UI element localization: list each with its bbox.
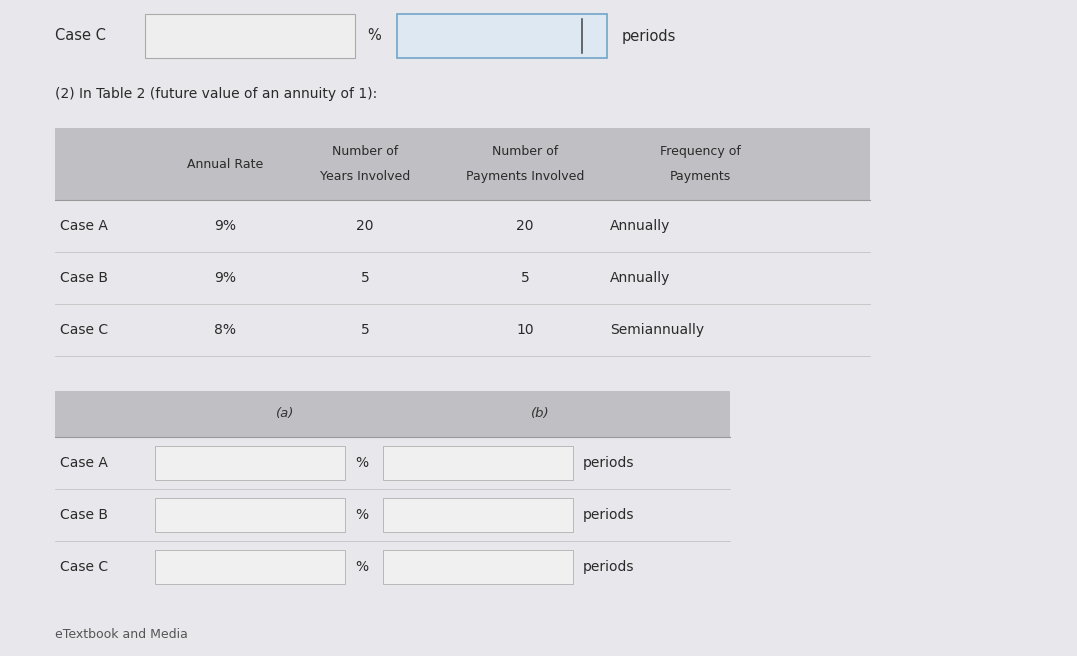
Text: 8%: 8% xyxy=(214,323,236,337)
Text: Case A: Case A xyxy=(60,219,108,233)
Text: 20: 20 xyxy=(516,219,534,233)
Text: periods: periods xyxy=(623,28,676,43)
Text: Annually: Annually xyxy=(610,271,670,285)
FancyBboxPatch shape xyxy=(155,446,345,480)
Text: Annual Rate: Annual Rate xyxy=(187,157,263,171)
Text: 5: 5 xyxy=(361,271,369,285)
Text: Case C: Case C xyxy=(60,323,108,337)
Text: Number of: Number of xyxy=(492,145,558,158)
Text: eTextbook and Media: eTextbook and Media xyxy=(55,628,187,640)
Text: Annually: Annually xyxy=(610,219,670,233)
FancyBboxPatch shape xyxy=(145,14,355,58)
Text: Semiannually: Semiannually xyxy=(610,323,704,337)
Text: periods: periods xyxy=(583,456,634,470)
Text: %: % xyxy=(367,28,381,43)
FancyBboxPatch shape xyxy=(397,14,607,58)
Text: 5: 5 xyxy=(520,271,530,285)
Text: Case B: Case B xyxy=(60,508,108,522)
Text: %: % xyxy=(355,560,368,574)
Text: (a): (a) xyxy=(276,407,294,420)
Text: (2) In Table 2 (future value of an annuity of 1):: (2) In Table 2 (future value of an annui… xyxy=(55,87,377,101)
Text: 10: 10 xyxy=(516,323,534,337)
Text: Payments: Payments xyxy=(670,170,730,183)
FancyBboxPatch shape xyxy=(383,498,573,532)
FancyBboxPatch shape xyxy=(155,550,345,584)
Text: Case C: Case C xyxy=(60,560,108,574)
FancyBboxPatch shape xyxy=(55,391,730,437)
Text: Frequency of: Frequency of xyxy=(659,145,741,158)
Text: Case B: Case B xyxy=(60,271,108,285)
Text: Years Involved: Years Involved xyxy=(320,170,410,183)
Text: %: % xyxy=(355,508,368,522)
FancyBboxPatch shape xyxy=(383,446,573,480)
Text: periods: periods xyxy=(583,560,634,574)
FancyBboxPatch shape xyxy=(383,550,573,584)
Text: 9%: 9% xyxy=(214,219,236,233)
Text: Case C: Case C xyxy=(55,28,106,43)
Text: (b): (b) xyxy=(531,407,549,420)
Text: Payments Involved: Payments Involved xyxy=(466,170,584,183)
Text: Case A: Case A xyxy=(60,456,108,470)
Text: periods: periods xyxy=(583,508,634,522)
Text: 20: 20 xyxy=(356,219,374,233)
Text: Number of: Number of xyxy=(332,145,398,158)
Text: %: % xyxy=(355,456,368,470)
FancyBboxPatch shape xyxy=(55,128,870,200)
Text: 9%: 9% xyxy=(214,271,236,285)
Text: 5: 5 xyxy=(361,323,369,337)
FancyBboxPatch shape xyxy=(155,498,345,532)
